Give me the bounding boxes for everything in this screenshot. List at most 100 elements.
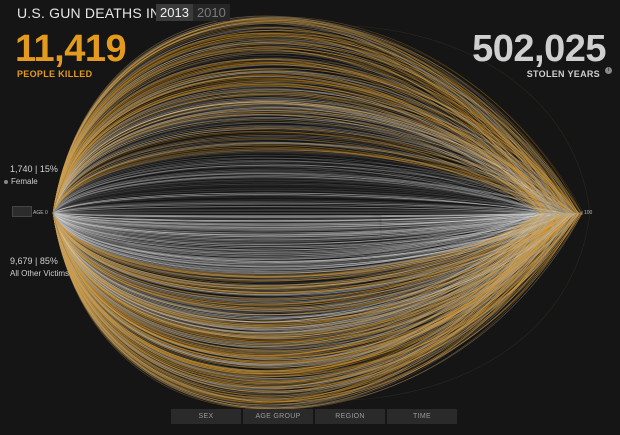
victim-arc: [52, 199, 556, 214]
victim-arc: [52, 173, 565, 214]
victim-arc: [52, 172, 545, 214]
victim-arc: [52, 212, 576, 346]
victim-arc: [52, 72, 557, 214]
victim-arc: [52, 212, 574, 244]
victim-arc: [52, 83, 567, 214]
victim-arc: [52, 212, 560, 236]
victim-arc: [52, 212, 568, 249]
victim-arc: [52, 182, 544, 214]
victim-arc: [52, 212, 550, 356]
other-victims-label: All Other Victims: [10, 269, 69, 278]
victim-arc: [52, 178, 549, 214]
victim-arc: [52, 212, 561, 257]
victim-arc: [52, 212, 549, 245]
victim-arc: [52, 212, 557, 228]
victim-arc: [52, 212, 557, 260]
tab-region[interactable]: REGION: [315, 409, 385, 424]
victim-arc: [52, 207, 548, 214]
victim-arc: [52, 212, 549, 224]
victim-arc: [52, 212, 569, 218]
victim-arc: [52, 212, 563, 366]
victim-arc: [52, 196, 566, 214]
victim-arc: [52, 74, 545, 214]
victim-arc: [52, 212, 550, 353]
victim-arc: [52, 212, 546, 231]
victim-arc: [52, 176, 548, 214]
victim-arc: [52, 170, 559, 214]
victim-arc: [52, 212, 572, 247]
victim-arc: [52, 212, 547, 241]
victim-arc: [52, 212, 551, 222]
victim-arc: [52, 212, 578, 337]
year-2013-button[interactable]: 2013: [156, 4, 193, 21]
victim-arc: [52, 212, 549, 253]
victim-arc: [52, 172, 546, 214]
year-2010-button[interactable]: 2010: [192, 4, 230, 21]
victim-arc: [52, 212, 539, 243]
tab-sex[interactable]: SEX: [171, 409, 241, 424]
victim-arc: [52, 212, 561, 355]
victim-arc: [52, 183, 565, 214]
victim-arc: [52, 212, 577, 344]
victim-arc: [52, 212, 574, 343]
victim-arc: [52, 212, 547, 364]
age-distribution-icon[interactable]: [12, 206, 32, 217]
tab-time[interactable]: TIME: [387, 409, 457, 424]
victim-arc: [52, 188, 544, 214]
victim-arc: [52, 212, 581, 358]
victim-arc: [52, 71, 544, 214]
victim-arc: [52, 200, 544, 214]
victim-arc: [52, 75, 552, 214]
victim-arc: [52, 212, 554, 254]
victim-arc: [52, 158, 558, 214]
victim-arc: [52, 212, 538, 265]
victim-arc: [52, 212, 535, 222]
victim-arc: [52, 212, 551, 225]
victim-arc: [52, 212, 567, 252]
victim-arc: [52, 212, 565, 353]
victim-arc: [52, 69, 548, 214]
victim-arc: [52, 212, 551, 240]
victim-arc: [52, 192, 543, 214]
victim-arc: [52, 212, 566, 249]
victim-arc: [52, 212, 573, 360]
victim-arc: [52, 71, 547, 214]
tab-age-group[interactable]: AGE GROUP: [243, 409, 313, 424]
victim-arc: [52, 212, 568, 362]
victim-arc: [52, 212, 570, 226]
info-icon[interactable]: i: [605, 67, 612, 74]
victim-arc: [52, 169, 571, 214]
victim-arc: [52, 171, 543, 214]
victim-arc: [52, 175, 573, 214]
victim-arc: [52, 212, 564, 347]
victim-arc: [52, 212, 544, 357]
victim-arc: [52, 212, 543, 228]
victim-arc: [52, 212, 564, 360]
victim-arc: [52, 212, 542, 222]
victim-arc: [52, 212, 573, 361]
victim-arc: [52, 212, 542, 236]
victim-arc: [52, 212, 570, 361]
victim-arc: [52, 212, 553, 217]
victim-arc: [52, 190, 538, 214]
people-killed-count: 11,419: [15, 28, 127, 70]
victim-arc: [52, 212, 565, 252]
victim-arc: [52, 173, 543, 214]
victim-arc: [52, 85, 571, 214]
victim-arc: [52, 212, 548, 236]
victim-arc: [52, 212, 563, 225]
victim-arc: [52, 212, 549, 363]
victim-arc: [52, 212, 562, 363]
victim-arc: [52, 161, 563, 214]
victim-arc: [52, 212, 565, 364]
victim-arc: [52, 185, 568, 214]
victim-arc: [52, 212, 570, 234]
victim-arc: [52, 212, 556, 358]
filter-tabs: SEX AGE GROUP REGION TIME: [171, 409, 457, 424]
victim-arc: [52, 212, 559, 356]
victim-arc: [52, 212, 554, 242]
victim-arc: [52, 164, 576, 214]
victim-arc: [52, 212, 581, 350]
victim-arc: [52, 212, 571, 226]
victim-arc: [52, 212, 544, 366]
